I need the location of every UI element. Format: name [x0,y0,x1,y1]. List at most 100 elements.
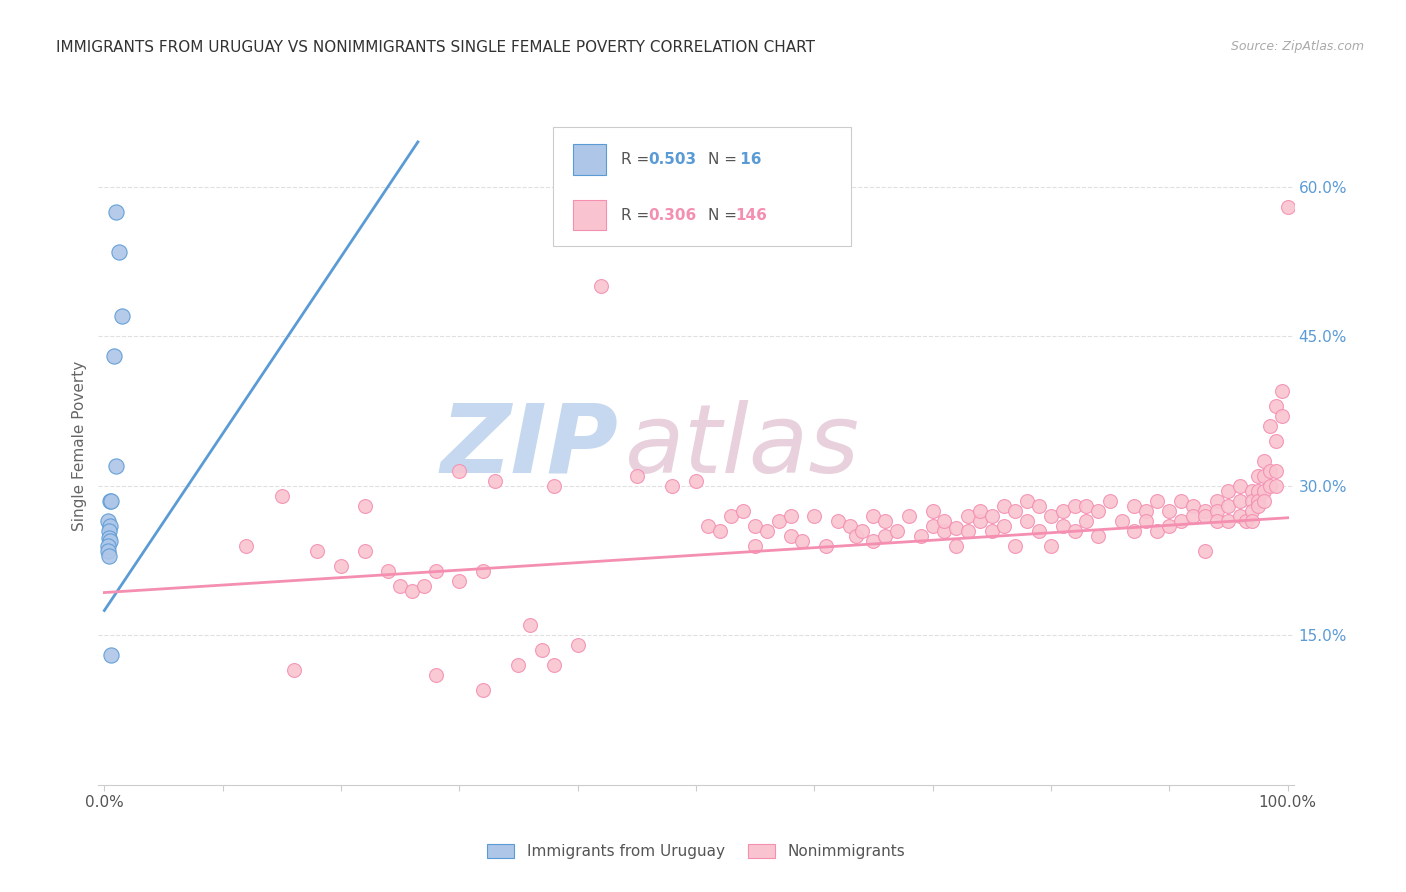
Text: atlas: atlas [624,400,859,492]
Point [720,508,742,523]
Point [1087,504,1109,518]
Point [484,474,506,488]
Point [98,533,121,548]
Point [1087,529,1109,543]
Point [449,574,471,588]
Text: R =: R = [620,152,654,167]
Point [543,479,565,493]
Point [1122,499,1144,513]
Point [1253,454,1275,468]
Point [1170,514,1192,528]
Point [1076,499,1098,513]
Point [969,504,991,518]
Point [97,543,120,558]
Point [235,539,257,553]
Point [779,529,801,543]
Point [1229,479,1251,493]
Point [886,524,908,538]
Point [103,349,125,363]
Point [98,531,121,545]
Point [270,489,292,503]
Point [1017,493,1039,508]
Point [1234,514,1257,528]
Point [1004,539,1026,553]
Point [1194,508,1216,523]
Text: 146: 146 [735,208,768,223]
Point [1181,508,1204,523]
Point [330,558,353,573]
Point [1135,504,1157,518]
Point [472,683,495,698]
Bar [572,145,606,175]
Text: 16: 16 [735,152,762,167]
Text: Source: ZipAtlas.com: Source: ZipAtlas.com [1230,40,1364,54]
Point [1253,469,1275,483]
Point [98,549,121,563]
Point [401,583,423,598]
Point [1170,493,1192,508]
Point [755,524,778,538]
Point [685,474,707,488]
Point [1247,483,1270,498]
Point [969,514,991,528]
Point [744,539,766,553]
Point [1247,499,1270,513]
Point [626,469,648,483]
Point [105,204,128,219]
Point [98,493,121,508]
Text: R =: R = [620,208,654,223]
Point [815,539,838,553]
Text: 0.306: 0.306 [648,208,696,223]
Point [1063,499,1085,513]
Point [661,479,683,493]
Point [934,514,956,528]
Point [709,524,731,538]
Point [875,529,897,543]
Point [111,310,134,324]
Point [98,518,121,533]
Point [1258,419,1281,434]
Point [105,458,128,473]
Point [1264,434,1286,448]
Point [1218,499,1240,513]
Point [1241,514,1264,528]
Text: IMMIGRANTS FROM URUGUAY VS NONIMMIGRANTS SINGLE FEMALE POVERTY CORRELATION CHART: IMMIGRANTS FROM URUGUAY VS NONIMMIGRANTS… [56,40,815,55]
Point [100,648,122,663]
Point [283,663,305,677]
Bar [572,200,606,230]
Point [897,508,920,523]
Point [1241,493,1264,508]
Point [1063,524,1085,538]
Point [377,564,399,578]
Point [792,533,814,548]
Point [845,529,868,543]
Point [1017,514,1039,528]
Point [307,543,329,558]
Point [1205,504,1227,518]
Point [1247,493,1270,508]
Point [1146,493,1168,508]
Point [1247,469,1270,483]
Point [97,514,120,528]
Point [1253,483,1275,498]
Text: 0.503: 0.503 [648,152,696,167]
Point [567,639,589,653]
Point [921,504,943,518]
Point [875,514,897,528]
Point [1264,464,1286,478]
Point [980,524,1002,538]
Point [97,539,120,553]
Point [744,518,766,533]
Point [1229,508,1251,523]
Point [1258,479,1281,493]
Point [1039,539,1062,553]
Point [945,521,967,535]
Point [353,543,375,558]
Point [1277,200,1299,214]
Point [862,508,884,523]
Point [1122,524,1144,538]
Point [425,668,447,682]
Point [1194,504,1216,518]
Point [1076,514,1098,528]
Point [1039,508,1062,523]
